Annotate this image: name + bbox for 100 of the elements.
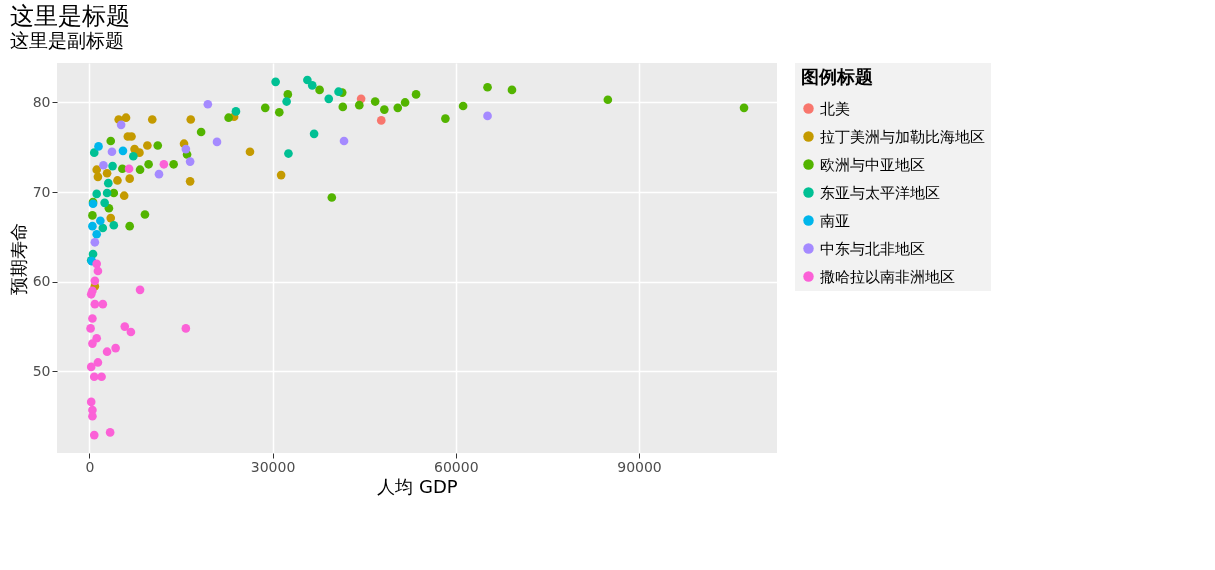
- point: [354, 100, 364, 110]
- point: [338, 102, 348, 112]
- y-axis-title: 预期寿命: [7, 222, 29, 295]
- point: [93, 266, 103, 276]
- point: [125, 174, 134, 183]
- point: [94, 142, 103, 151]
- y-tick-label: 50: [32, 362, 51, 379]
- point: [102, 168, 112, 178]
- point: [309, 129, 319, 139]
- point: [92, 189, 102, 199]
- point: [102, 188, 112, 198]
- point: [89, 430, 99, 440]
- x-tick-label: 30000: [250, 458, 296, 475]
- point: [224, 113, 233, 123]
- point: [603, 95, 613, 105]
- point: [393, 103, 403, 113]
- point: [88, 339, 97, 348]
- point: [92, 229, 102, 239]
- point: [92, 259, 102, 269]
- point: [282, 97, 291, 106]
- point: [125, 221, 134, 231]
- point: [105, 428, 115, 437]
- point: [100, 198, 109, 208]
- point: [483, 82, 492, 92]
- point: [92, 165, 102, 175]
- point: [86, 362, 96, 372]
- point: [334, 87, 343, 97]
- point: [400, 98, 410, 107]
- point: [120, 322, 130, 331]
- x-tick-label: 90000: [617, 458, 662, 475]
- y-tick-label: 60: [32, 273, 51, 290]
- point: [98, 223, 108, 233]
- point: [159, 159, 169, 169]
- point: [90, 299, 100, 309]
- legend-label: 欧洲与中亚地区: [820, 155, 925, 174]
- chart-subtitle: 这里是副标题: [10, 29, 125, 51]
- point: [119, 191, 129, 201]
- point: [135, 148, 144, 157]
- point: [93, 358, 103, 367]
- point: [274, 107, 284, 117]
- point: [307, 81, 317, 90]
- point: [181, 144, 191, 154]
- chart-title: 这里是标题: [10, 2, 131, 30]
- point: [154, 169, 164, 179]
- point: [245, 147, 255, 157]
- point: [113, 176, 122, 185]
- point: [88, 314, 97, 323]
- point: [315, 85, 324, 95]
- point: [118, 146, 128, 156]
- point: [135, 165, 145, 175]
- point: [111, 343, 120, 353]
- point: [284, 149, 293, 158]
- point: [380, 105, 389, 114]
- point: [303, 75, 312, 85]
- point: [185, 157, 195, 166]
- point: [106, 213, 116, 223]
- point: [135, 285, 145, 295]
- point: [185, 177, 195, 186]
- x-tick-label: 0: [85, 458, 95, 475]
- point: [739, 103, 749, 113]
- point: [124, 164, 134, 174]
- y-tick-label: 80: [32, 93, 51, 110]
- point: [203, 99, 213, 109]
- point: [116, 120, 126, 130]
- point: [271, 77, 280, 87]
- point: [97, 372, 106, 382]
- point: [441, 114, 450, 123]
- point: [147, 115, 157, 124]
- point: [86, 324, 95, 333]
- point: [260, 103, 270, 113]
- legend-label: 中东与北非地区: [820, 239, 925, 258]
- point: [324, 94, 334, 104]
- point: [109, 220, 119, 230]
- point: [99, 160, 108, 170]
- point: [86, 397, 96, 407]
- point: [186, 115, 196, 124]
- point: [121, 113, 131, 123]
- point: [483, 111, 492, 121]
- point: [140, 210, 150, 219]
- point: [283, 90, 293, 99]
- point: [103, 178, 113, 188]
- point: [327, 193, 337, 202]
- point: [181, 324, 191, 333]
- point: [90, 237, 100, 247]
- legend-label: 拉丁美洲与加勒比海地区: [820, 127, 985, 146]
- legend-label: 北美: [820, 99, 850, 118]
- point: [458, 101, 468, 111]
- point: [96, 216, 105, 226]
- point: [88, 211, 97, 220]
- legend-title: 图例标题: [801, 66, 873, 87]
- point: [126, 327, 136, 337]
- point: [231, 107, 241, 116]
- point: [89, 148, 99, 157]
- point: [196, 127, 206, 137]
- point: [507, 85, 517, 95]
- point: [276, 170, 286, 180]
- point: [108, 161, 117, 171]
- legend-label: 南亚: [820, 211, 850, 230]
- point: [376, 116, 386, 125]
- x-tick-label: 60000: [434, 458, 479, 475]
